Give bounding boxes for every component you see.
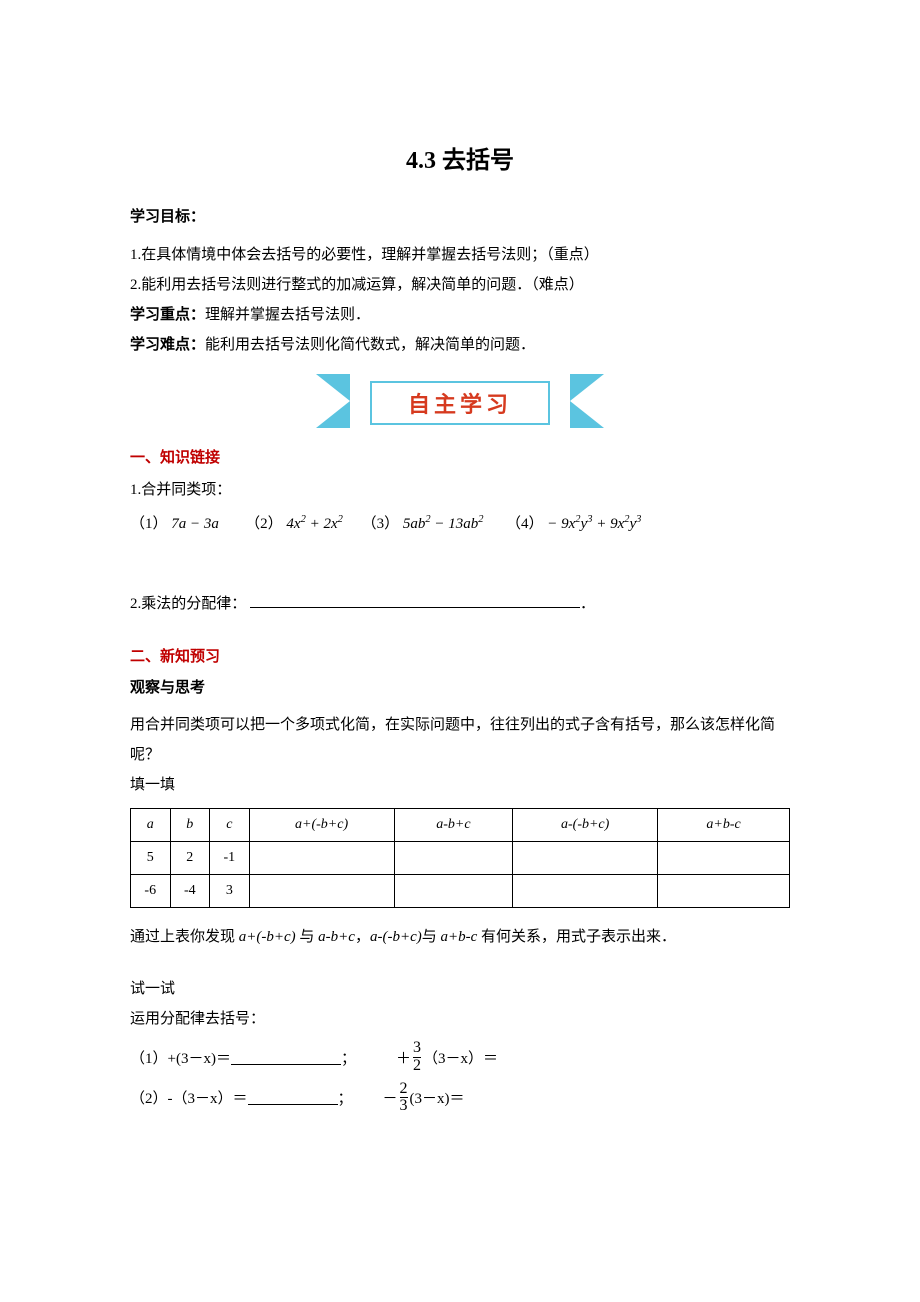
m2-prefix: （2） <box>245 516 283 532</box>
table-cell: -6 <box>131 875 171 908</box>
table-header: a-b+c <box>394 809 513 842</box>
table-cell <box>394 842 513 875</box>
relation-text: 通过上表你发现 a+(-b+c) 与 a-b+c，a-(-b+c)与 a+b-c… <box>130 922 790 952</box>
banner-right-chevron-icon <box>570 374 604 428</box>
banner-left-chevron-icon <box>316 374 350 428</box>
document-page: 4.3 去括号 学习目标： 1.在具体情境中体会去括号的必要性，理解并掌握去括号… <box>0 0 920 1302</box>
goal-2: 2.能利用去括号法则进行整式的加减运算，解决简单的问题．（难点） <box>130 270 790 300</box>
dist-label: 2.乘法的分配律： <box>130 596 246 612</box>
page-title: 4.3 去括号 <box>130 140 790 175</box>
m3-expr: 5ab2 − 13ab2 <box>403 516 484 532</box>
observe-label: 观察与思考 <box>130 674 790 703</box>
table-cell: -1 <box>210 842 250 875</box>
keypoint-text: 理解并掌握去括号法则． <box>205 307 370 323</box>
hardpoint-line: 学习难点：能利用去括号法则化简代数式，解决简单的问题． <box>130 330 790 360</box>
eq1-left: （1）+(3－x)＝ <box>130 1047 231 1068</box>
keypoint-label: 学习重点： <box>130 307 205 323</box>
table-header: b <box>170 809 210 842</box>
distributive-line: 2.乘法的分配律： ． <box>130 589 790 619</box>
m4-prefix: （4） <box>506 516 544 532</box>
equation-1: （1）+(3－x)＝ ； ＋ 3 2 （3－x）＝ <box>130 1040 790 1075</box>
table-cell <box>249 875 394 908</box>
m2-expr: 4x2 + 2x2 <box>286 516 342 532</box>
keypoint-line: 学习重点：理解并掌握去括号法则． <box>130 300 790 330</box>
eq2-right-pre: － <box>383 1087 398 1108</box>
goals-label: 学习目标： <box>130 203 790 232</box>
eq1-blank-left <box>231 1050 341 1065</box>
table-row: -6-43 <box>131 875 790 908</box>
table-cell <box>513 875 658 908</box>
table-cell <box>394 875 513 908</box>
m3-prefix: （3） <box>362 516 400 532</box>
equation-2: （2）-（3－x）＝ ； － 2 3 (3－x)＝ <box>130 1081 790 1116</box>
m4-expr: − 9x2y3 + 9x2y3 <box>547 516 641 532</box>
goal-1: 1.在具体情境中体会去括号的必要性，理解并掌握去括号法则；（重点） <box>130 240 790 270</box>
eq1-fraction: 3 2 <box>413 1040 421 1075</box>
merge-label: 1.合并同类项： <box>130 475 790 505</box>
table-header: a+(-b+c) <box>249 809 394 842</box>
eq1-sep: ； <box>341 1047 356 1068</box>
hardpoint-label: 学习难点： <box>130 337 205 353</box>
banner-text: 自主学习 <box>370 381 550 425</box>
m1-expr: 7a − 3a <box>171 516 219 532</box>
table-header: c <box>210 809 250 842</box>
try-label: 试一试 <box>130 974 790 1004</box>
merge-expressions: （1） 7a − 3a （2） 4x2 + 2x2 （3） 5ab2 − 13a… <box>130 509 790 539</box>
table-cell <box>249 842 394 875</box>
table-cell: 5 <box>131 842 171 875</box>
banner: 自主学习 <box>350 374 570 428</box>
eq1-right-post: （3－x）＝ <box>423 1047 498 1068</box>
table-cell <box>658 875 790 908</box>
banner-wrap: 自主学习 <box>130 374 790 428</box>
table-body: 52-1-6-43 <box>131 842 790 908</box>
section-2-heading: 二、新知预习 <box>130 645 790 666</box>
eq2-fraction: 2 3 <box>400 1081 408 1116</box>
eq1-right-pre: ＋ <box>396 1047 411 1068</box>
eq2-right-post: (3－x)＝ <box>410 1087 465 1108</box>
table-header: a <box>131 809 171 842</box>
value-table: abca+(-b+c)a-b+ca-(-b+c)a+b-c 52-1-6-43 <box>130 808 790 908</box>
table-header-row: abca+(-b+c)a-b+ca-(-b+c)a+b-c <box>131 809 790 842</box>
m1-prefix: （1） <box>130 516 168 532</box>
eq2-left: （2）-（3－x）＝ <box>130 1087 248 1108</box>
table-cell: -4 <box>170 875 210 908</box>
table-cell <box>513 842 658 875</box>
table-cell <box>658 842 790 875</box>
hardpoint-text: 能利用去括号法则化简代数式，解决简单的问题． <box>205 337 535 353</box>
observe-text: 用合并同类项可以把一个多项式化简，在实际问题中，往往列出的式子含有括号，那么该怎… <box>130 710 790 770</box>
fill-label: 填一填 <box>130 770 790 800</box>
eq2-sep: ； <box>338 1087 353 1108</box>
section-1-heading: 一、知识链接 <box>130 446 790 467</box>
try-text: 运用分配律去括号： <box>130 1004 790 1034</box>
table-cell: 2 <box>170 842 210 875</box>
table-header: a-(-b+c) <box>513 809 658 842</box>
dist-blank <box>250 593 580 608</box>
table-header: a+b-c <box>658 809 790 842</box>
eq2-blank-left <box>248 1091 338 1106</box>
table-row: 52-1 <box>131 842 790 875</box>
table-cell: 3 <box>210 875 250 908</box>
